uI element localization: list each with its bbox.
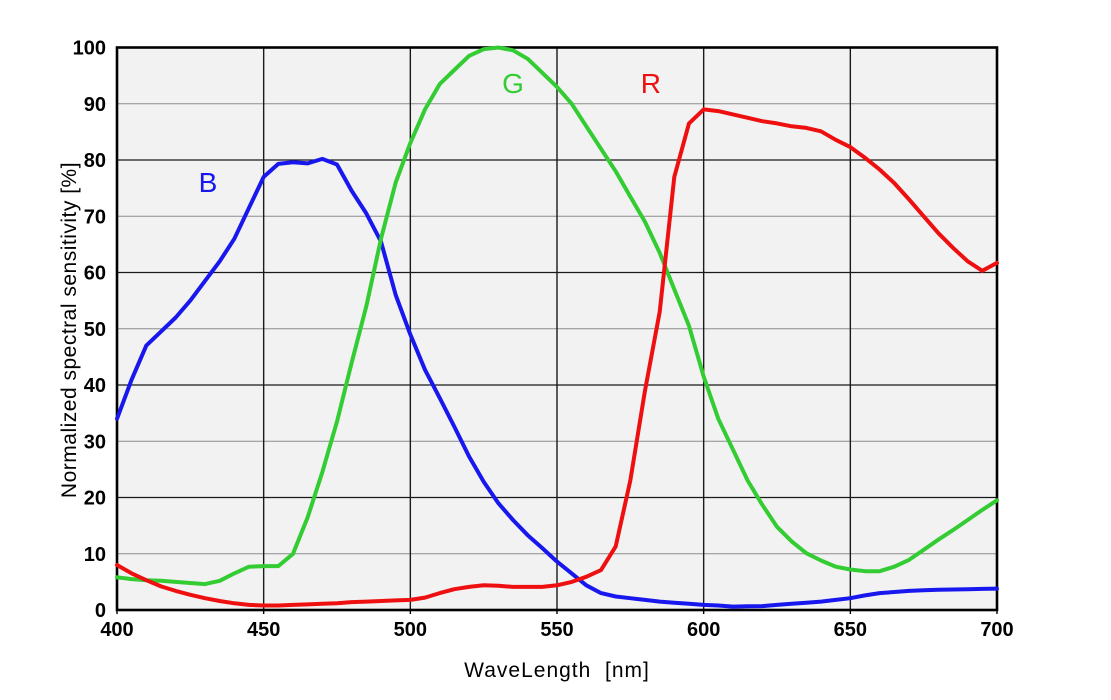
x-axis-title: WaveLength [nm]	[464, 659, 650, 682]
y-tick-label: 30	[84, 431, 106, 453]
curve-G	[115, 45, 999, 587]
x-tick-label: 700	[980, 619, 1013, 641]
curve-label-R: R	[640, 68, 661, 100]
x-tick-label: 400	[100, 619, 133, 641]
y-tick-label: 20	[84, 488, 106, 510]
x-tick-label: 550	[540, 619, 573, 641]
curve-R	[115, 107, 999, 608]
y-tick-label: 100	[73, 38, 106, 60]
y-tick-label: 60	[84, 263, 106, 285]
x-tick-label: 450	[247, 619, 280, 641]
x-tick-label: 650	[834, 619, 867, 641]
y-tick-label: 0	[95, 600, 106, 622]
y-tick-label: 10	[84, 544, 106, 566]
plot-frame	[115, 46, 999, 612]
y-tick-label: 40	[84, 375, 106, 397]
curve-B	[115, 156, 999, 609]
curve-label-B: B	[198, 166, 218, 198]
x-tick-label: 500	[394, 619, 427, 641]
y-tick-label: 90	[84, 94, 106, 116]
curve-label-G: G	[502, 68, 524, 100]
y-tick-label: 80	[84, 150, 106, 172]
y-tick-label: 50	[84, 319, 106, 341]
y-axis-title: Normalized spectral sensitivity [%]	[58, 161, 81, 499]
y-tick-label: 70	[84, 206, 106, 228]
x-tick-label: 600	[687, 619, 720, 641]
